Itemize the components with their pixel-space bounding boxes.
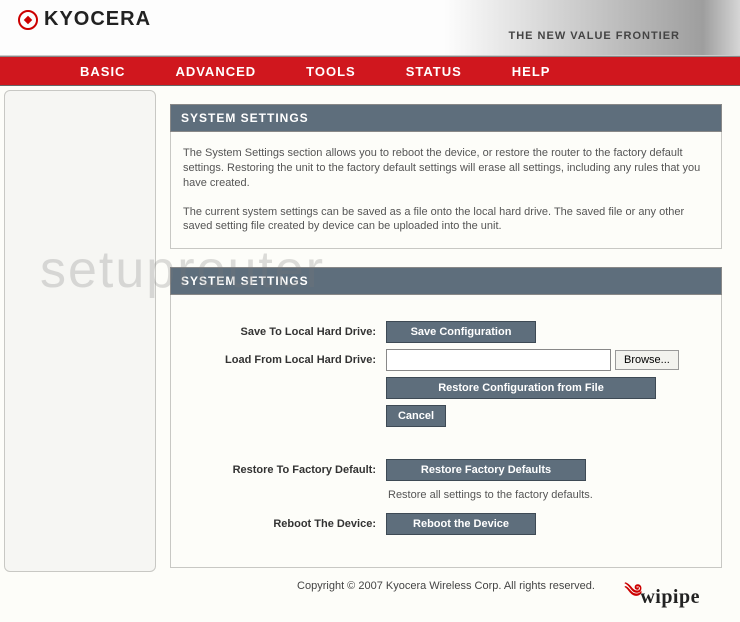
content-area: SYSTEM SETTINGS The System Settings sect… <box>0 86 740 576</box>
section-header-intro: SYSTEM SETTINGS <box>170 104 722 132</box>
nav-advanced[interactable]: ADVANCED <box>175 64 256 79</box>
main-nav: BASIC ADVANCED TOOLS STATUS HELP <box>0 56 740 86</box>
tagline: THE NEW VALUE FRONTIER <box>508 30 680 42</box>
restore-help-text: Restore all settings to the factory defa… <box>386 489 593 501</box>
save-configuration-button[interactable]: Save Configuration <box>386 321 536 343</box>
label-load-local: Load From Local Hard Drive: <box>181 354 386 366</box>
kyocera-icon <box>18 10 38 30</box>
footer: Copyright © 2007 Kyocera Wireless Corp. … <box>170 568 722 600</box>
label-reboot: Reboot The Device: <box>181 518 386 530</box>
description-box: The System Settings section allows you t… <box>170 132 722 249</box>
restore-factory-button[interactable]: Restore Factory Defaults <box>386 459 586 481</box>
desc-paragraph-1: The System Settings section allows you t… <box>183 146 709 191</box>
browse-button[interactable]: Browse... <box>615 350 679 370</box>
nav-tools[interactable]: TOOLS <box>306 64 356 79</box>
section-header-settings: SYSTEM SETTINGS <box>170 267 722 295</box>
cancel-button[interactable]: Cancel <box>386 405 446 427</box>
main-panel: SYSTEM SETTINGS The System Settings sect… <box>156 86 740 576</box>
restore-from-file-button[interactable]: Restore Configuration from File <box>386 377 656 399</box>
nav-help[interactable]: HELP <box>512 64 551 79</box>
settings-form: Save To Local Hard Drive: Save Configura… <box>170 295 722 568</box>
copyright-text: Copyright © 2007 Kyocera Wireless Corp. … <box>297 580 595 592</box>
reboot-button[interactable]: Reboot the Device <box>386 513 536 535</box>
nav-basic[interactable]: BASIC <box>80 64 125 79</box>
brand-logo: KYOCERA <box>18 8 722 31</box>
sidebar <box>4 90 156 572</box>
desc-paragraph-2: The current system settings can be saved… <box>183 205 709 235</box>
nav-status[interactable]: STATUS <box>406 64 462 79</box>
label-restore-factory: Restore To Factory Default: <box>181 464 386 476</box>
file-path-input[interactable] <box>386 349 611 371</box>
brand-name: KYOCERA <box>44 8 151 31</box>
wipipe-logo: ༄wipipe <box>625 572 700 622</box>
label-save-local: Save To Local Hard Drive: <box>181 326 386 338</box>
page-header: KYOCERA THE NEW VALUE FRONTIER <box>0 0 740 56</box>
